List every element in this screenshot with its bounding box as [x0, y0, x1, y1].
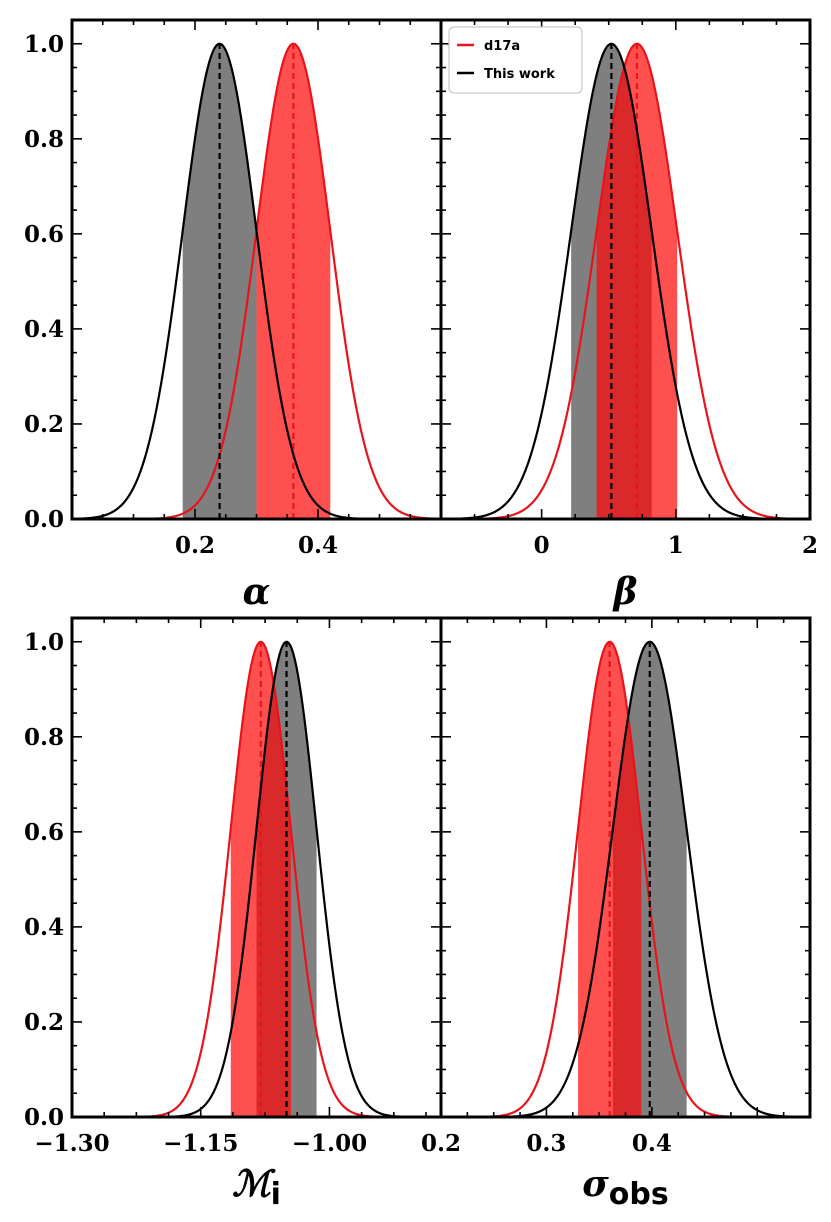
x-tick-label: 0	[534, 532, 550, 559]
y-tick-label: 0.4	[24, 914, 64, 941]
band-d17a	[256, 43, 331, 519]
x-axis-label: σobs	[582, 1163, 669, 1212]
x-axis-label: α	[243, 571, 271, 613]
x-tick-label: 0.4	[298, 532, 338, 559]
plot-area	[441, 42, 810, 519]
legend: d17a This work	[448, 26, 583, 94]
x-tick-label: −1.00	[292, 1130, 367, 1157]
legend-label: This work	[484, 67, 555, 82]
x-tick-label: 2	[802, 532, 818, 559]
y-tick-label: 0.4	[24, 316, 64, 343]
y-tick-label: 0.2	[24, 411, 64, 438]
band-this-work	[182, 43, 257, 519]
panel-M-i: 0.0 0.2 0.4 0.6 0.8 1.0 −1.30 −1.15 −1.00 ℳi	[24, 616, 443, 1212]
x-tick-label: 0.2	[421, 1130, 461, 1157]
x-tick-label: 0.4	[632, 1130, 672, 1157]
plot-area	[72, 640, 441, 1117]
panel-sigma-obs: 0.2 0.3 0.4 σobs	[421, 616, 812, 1212]
y-tick-label: 0.0	[24, 506, 64, 533]
x-tick-label: 0.2	[175, 532, 215, 559]
axes-frame	[439, 18, 812, 521]
x-tick-label: −1.15	[163, 1130, 238, 1157]
panel-beta: 0 1 2 β	[439, 18, 818, 613]
y-tick-label: 0.8	[24, 724, 64, 751]
x-tick-label: −1.30	[34, 1130, 109, 1157]
curve-d17a	[441, 42, 810, 519]
x-axis-label: ℳi	[232, 1163, 281, 1212]
y-tick-label: 0.8	[24, 126, 64, 153]
plot-area	[441, 640, 810, 1117]
y-tick-label: 0.0	[24, 1104, 64, 1131]
y-tick-label: 1.0	[24, 629, 64, 656]
plot-area	[72, 42, 441, 519]
x-tick-label: 0.3	[526, 1130, 566, 1157]
panel-alpha: 0.0 0.2 0.4 0.6 0.8 1.0 0.2 0.4 α	[24, 18, 443, 613]
y-tick-label: 0.6	[24, 819, 64, 846]
band-overlap	[256, 683, 291, 1117]
y-tick-label: 0.2	[24, 1009, 64, 1036]
legend-box	[448, 26, 583, 94]
x-tick-label: 1	[668, 532, 684, 559]
curve-this-work	[72, 640, 441, 1117]
x-axis-label: β	[612, 571, 638, 613]
legend-label: d17a	[484, 39, 520, 54]
y-tick-label: 0.6	[24, 221, 64, 248]
y-tick-label: 1.0	[24, 31, 64, 58]
band-overlap	[612, 717, 642, 1117]
